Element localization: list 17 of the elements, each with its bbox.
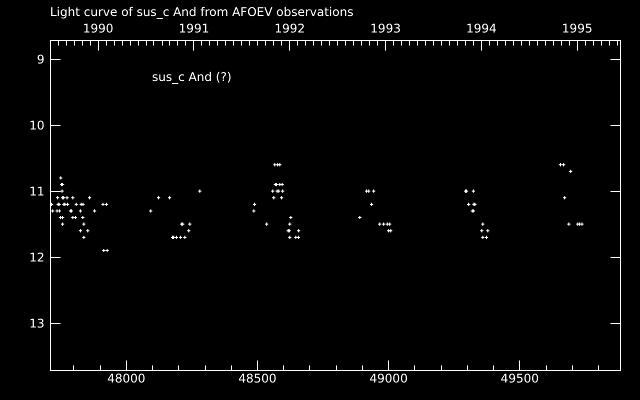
x2-tick-label: 1991 [178,22,210,36]
x2-tick-label: 1992 [274,22,306,36]
annotation: sus_c And (?) [152,70,232,84]
x2-tick-label: 1993 [370,22,401,36]
y-tick-label: 10 [29,118,44,133]
x2-tick-label: 1995 [562,22,592,36]
x-tick-label: 48000 [107,372,146,386]
x-tick-label: 49000 [370,372,408,386]
x2-tick-label: 1990 [82,22,114,36]
x-tick-label: 49500 [500,372,539,386]
x-tick-label: 48500 [238,372,277,386]
y-tick-label: 13 [29,316,44,331]
y-tick-label: 11 [29,184,44,199]
y-tick-label: 12 [29,250,44,265]
chart-title: Light curve of sus_c And from AFOEV observations [50,5,354,19]
x2-tick-label: 1994 [466,22,497,36]
y-tick-label: 9 [36,52,44,67]
